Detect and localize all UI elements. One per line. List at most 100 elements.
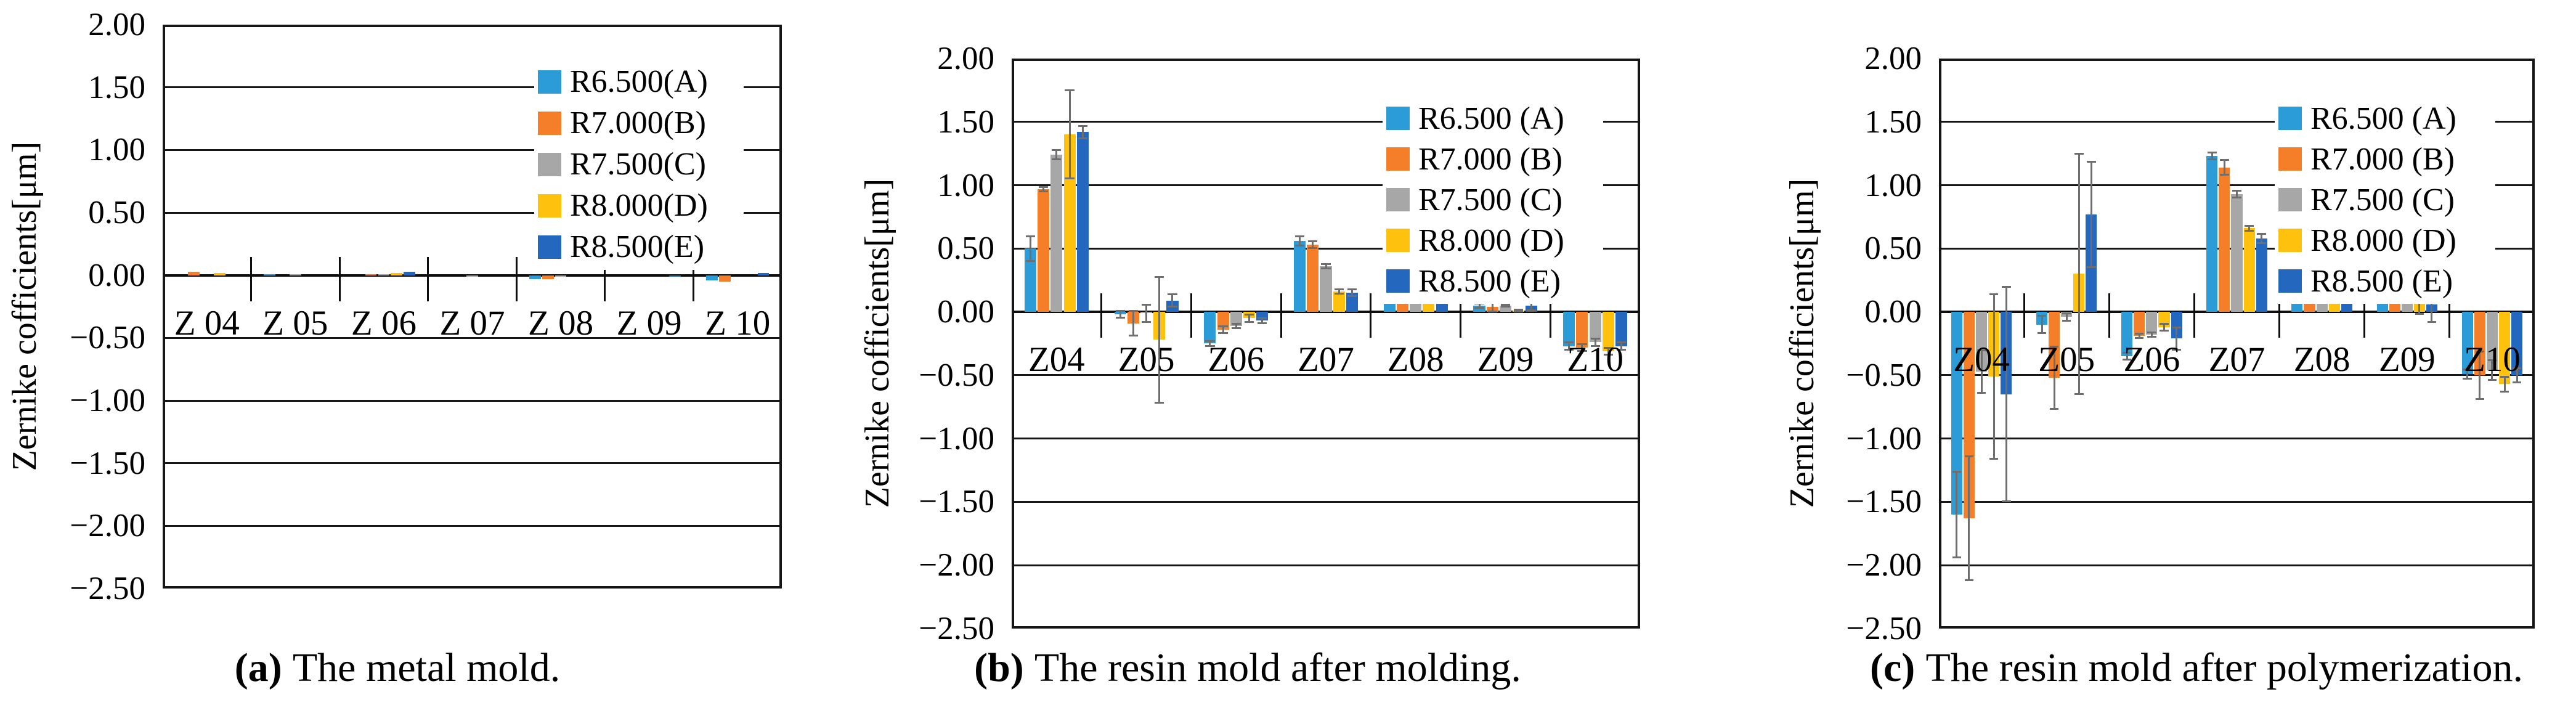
y-tick-label: 2.00 — [1864, 41, 1922, 76]
error-bar — [2491, 360, 2493, 381]
error-bar-cap — [1218, 332, 1228, 335]
error-bar-cap — [1500, 305, 1511, 308]
legend-item: R8.500(E) — [538, 226, 744, 267]
y-tick-label: 2.00 — [88, 7, 145, 43]
bar — [466, 275, 478, 277]
error-bar-cap — [1308, 247, 1318, 250]
y-tick-label: −1.50 — [1846, 484, 1922, 520]
error-bar-cap — [1590, 344, 1600, 347]
legend: R6.500(A) R7.000(B) R7.500(C) R8.000(D) R8.5… — [534, 59, 744, 270]
gridline — [1939, 184, 2535, 187]
error-bar — [1261, 318, 1264, 324]
caption-text: The resin mold after molding. — [1034, 645, 1521, 690]
error-bar-cap — [2160, 322, 2169, 325]
legend-label: R8.000 (D) — [1418, 222, 1564, 258]
error-bar — [1158, 276, 1161, 404]
x-tick-label: Z04 — [1028, 340, 1085, 380]
error-bar-cap — [1308, 240, 1318, 242]
error-bar-cap — [1294, 245, 1305, 247]
y-tick-label: 0.50 — [1864, 230, 1922, 267]
error-bar — [1581, 343, 1583, 351]
error-bar-cap — [1564, 348, 1574, 351]
y-tick-label: −1.50 — [919, 484, 994, 520]
y-tick-label: 0.00 — [88, 257, 145, 293]
legend-swatch — [1386, 147, 1410, 171]
error-bar — [1518, 309, 1520, 312]
error-bar-cap — [1065, 89, 1075, 92]
gridline — [163, 524, 782, 527]
category-tick — [604, 256, 606, 301]
error-bar-cap — [1244, 320, 1254, 323]
error-bar-cap — [1115, 310, 1125, 312]
category-tick — [1190, 293, 1192, 338]
category-tick — [2193, 293, 2195, 338]
error-bar-cap — [2463, 378, 2472, 380]
bar — [2049, 312, 2060, 378]
error-bar — [2005, 287, 2007, 502]
x-tick-label: Z08 — [1387, 340, 1444, 380]
x-tick-label: Z 07 — [439, 303, 505, 343]
legend-label: R6.500 (A) — [1418, 100, 1564, 136]
bar — [669, 275, 681, 277]
x-tick-label: Z09 — [2378, 340, 2436, 380]
bar — [2474, 312, 2485, 375]
error-bar-cap — [1964, 579, 1974, 581]
error-bar-cap — [2087, 266, 2096, 269]
error-bar-cap — [1155, 275, 1164, 278]
bar — [1951, 312, 1962, 515]
error-bar — [1209, 341, 1211, 346]
error-bar — [1171, 294, 1174, 307]
category-tick — [515, 256, 518, 301]
error-bar-cap — [1052, 158, 1062, 161]
x-tick-label: Z05 — [1118, 340, 1175, 380]
bar — [1038, 189, 1050, 312]
y-tick-label: 1.50 — [88, 69, 145, 105]
error-bar-cap — [1989, 293, 1999, 296]
chart-c-plot: 2.00 1.50 1.00 0.50 0.00 −0.50 −1.00 −1.50 −2.00… — [1717, 0, 2576, 713]
chart-b-caption: (b) The resin mold after molding. — [974, 645, 1521, 691]
category-tick — [250, 256, 253, 301]
error-bar — [2041, 316, 2043, 334]
error-bar-cap — [2147, 336, 2156, 338]
gridline — [1012, 184, 1640, 187]
error-bar-cap — [2220, 159, 2229, 161]
legend-label: R6.500 (A) — [2310, 100, 2456, 136]
error-bar-cap — [1205, 344, 1215, 347]
error-bar — [1568, 342, 1570, 350]
gridline — [1939, 564, 2535, 566]
error-bar-cap — [1577, 343, 1587, 345]
error-bar-cap — [1616, 341, 1627, 344]
y-tick-label: −1.50 — [70, 445, 145, 481]
bar — [542, 275, 554, 279]
bar — [1204, 312, 1216, 344]
y-tick-label: −0.50 — [919, 357, 994, 393]
error-bar-cap — [1989, 457, 1999, 460]
error-bar-cap — [1500, 303, 1511, 306]
error-bar — [2479, 351, 2481, 399]
error-bar-cap — [1052, 149, 1062, 151]
legend-label: R7.000 (B) — [2310, 141, 2455, 177]
error-bar — [1504, 304, 1506, 307]
bar — [1307, 245, 1319, 312]
bar — [1602, 312, 1614, 351]
gridline — [163, 336, 782, 339]
error-bar — [1119, 311, 1121, 319]
bar — [1230, 312, 1242, 326]
bar — [2121, 312, 2133, 357]
error-bar-cap — [1078, 137, 1087, 139]
chart-panel-a: Zernike cofficients[μm] 2.00 1.50 1.00 0.50… — [0, 0, 863, 713]
error-bar-cap — [1039, 185, 1049, 188]
x-tick-label: Z06 — [2123, 340, 2180, 380]
x-tick-label: Z 09 — [616, 303, 682, 343]
x-tick-label: Z 06 — [351, 303, 416, 343]
error-bar-cap — [1294, 235, 1305, 237]
bar — [706, 275, 718, 280]
category-tick — [2363, 293, 2366, 338]
gridline — [1012, 564, 1640, 566]
error-bar-cap — [1577, 349, 1587, 352]
legend-label: R7.000 (B) — [1418, 141, 1562, 177]
x-axis-line — [1939, 311, 2535, 314]
error-bar-cap — [1141, 320, 1152, 323]
x-tick-label: Z06 — [1208, 340, 1265, 380]
